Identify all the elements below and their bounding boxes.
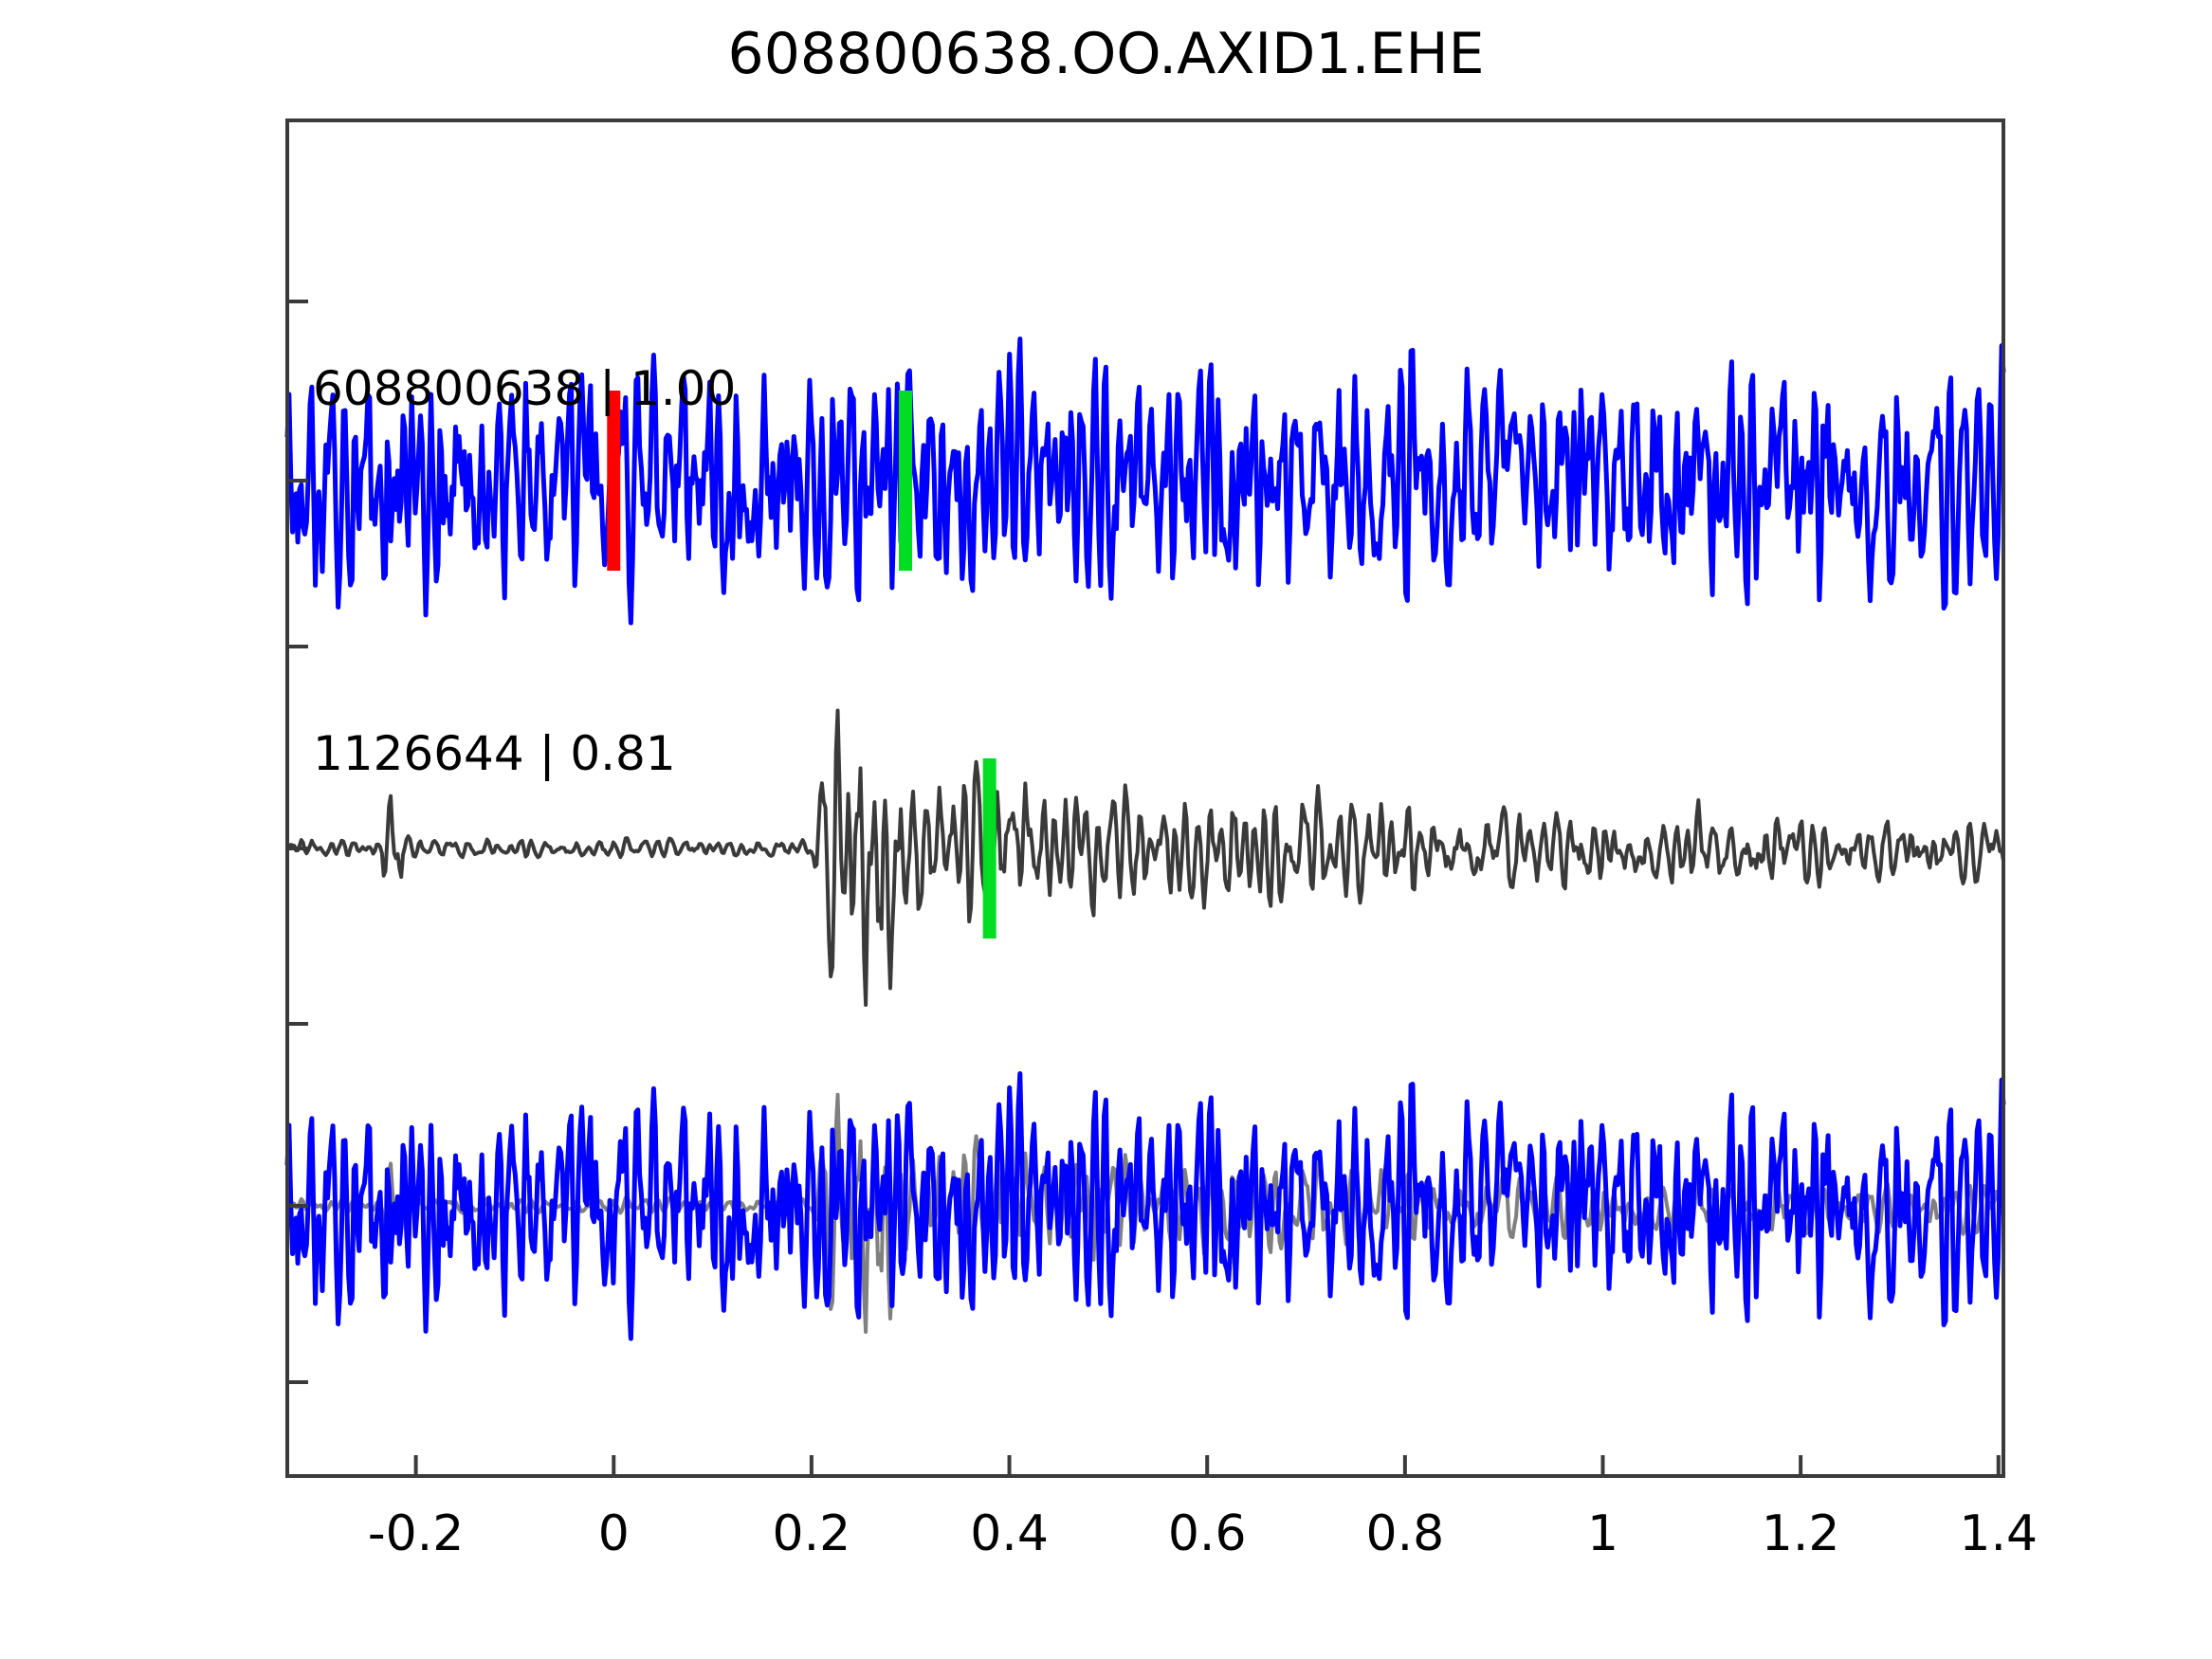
trace-label-middle: 1126644 | 0.81 xyxy=(313,726,676,781)
pick-marker-red[interactable] xyxy=(607,391,621,571)
x-tick-label: 1.2 xyxy=(1762,1505,1840,1562)
x-axis-ticks xyxy=(413,1455,2001,1476)
x-tick-label: 1.4 xyxy=(1959,1505,2038,1562)
x-tick-label: -0.2 xyxy=(368,1505,464,1562)
x-tick-label: 0.8 xyxy=(1365,1505,1444,1562)
x-tick-label: 0.2 xyxy=(773,1505,851,1562)
x-axis-tick-labels: -0.2 0 0.2 0.4 0.6 0.8 1 1.2 1.4 xyxy=(368,1505,2038,1562)
trace-middle xyxy=(286,708,2005,1007)
pick-marker-green-middle[interactable] xyxy=(982,758,996,939)
axes-frame xyxy=(285,118,2005,1478)
trace-top xyxy=(284,337,2006,626)
pick-marker-green-top[interactable] xyxy=(899,391,913,571)
x-tick-label: 0.6 xyxy=(1168,1505,1247,1562)
x-tick-label: 0.4 xyxy=(970,1505,1049,1562)
trace-overlay-primary xyxy=(284,1070,2006,1341)
y-axis-ticks xyxy=(287,300,308,1384)
x-tick-label: 0 xyxy=(598,1505,630,1562)
trace-label-top: 608800638 | 1.00 xyxy=(313,361,736,416)
page-title: 608800638.OO.AXID1.EHE xyxy=(727,21,1485,87)
traces-group xyxy=(284,337,2006,1341)
x-tick-label: 1 xyxy=(1587,1505,1618,1562)
pick-markers-group[interactable] xyxy=(607,391,996,939)
